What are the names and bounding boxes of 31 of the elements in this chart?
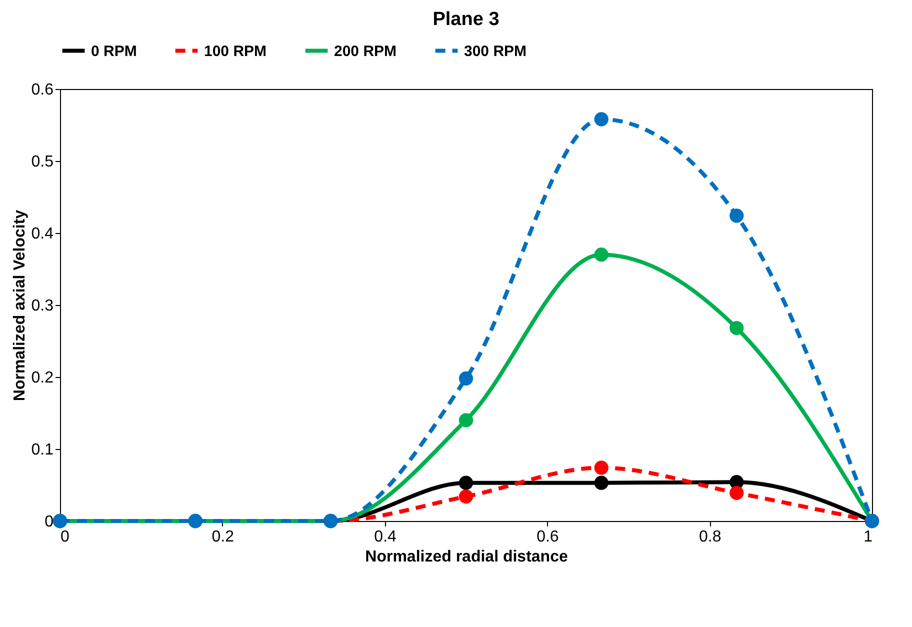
legend-label: 200 RPM (334, 42, 397, 60)
x-tick-label: 0.2 (212, 528, 234, 546)
point (594, 248, 608, 262)
y-tick-label: 0.2 (31, 370, 54, 386)
x-tick-label: 0 (60, 528, 70, 546)
x-tick-label: 0.8 (698, 528, 722, 546)
point (458, 371, 474, 386)
point (594, 112, 608, 126)
y-tick-label: 0.5 (31, 154, 54, 170)
point (594, 476, 608, 490)
x-tick-label: 0.4 (374, 528, 397, 546)
y-tick-label: 0.1 (31, 442, 54, 458)
legend-label: 100 RPM (204, 42, 267, 60)
point (730, 320, 744, 336)
chart-title: Plane 3 (432, 9, 500, 30)
legend-label: 300 RPM (464, 42, 527, 60)
point (730, 486, 744, 500)
point (458, 489, 474, 504)
y-tick-label: 0.3 (31, 298, 54, 314)
y-tick-label: 0.6 (31, 82, 54, 98)
y-tick-label: 0 (44, 514, 54, 530)
point (458, 413, 474, 428)
point (730, 208, 744, 223)
point (594, 460, 608, 475)
x-tick-label: 0.6 (536, 528, 559, 546)
x-axis-title: Normalized radial distance (365, 548, 568, 566)
y-tick-label: 0.4 (31, 226, 54, 242)
legend-label: 0 RPM (91, 42, 137, 60)
y-axis-title: Normalized axial Velocity (11, 210, 28, 402)
x-tick-label: 1 (864, 528, 873, 546)
point (458, 476, 474, 490)
